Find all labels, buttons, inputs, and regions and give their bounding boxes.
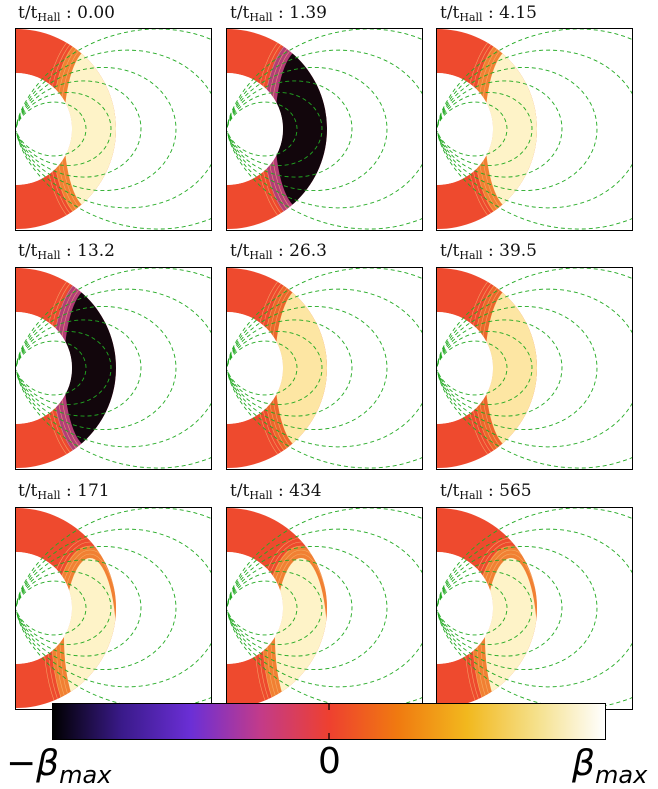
panel-plot <box>227 268 422 469</box>
panel-plot <box>16 508 211 709</box>
field-blob <box>64 288 116 448</box>
field-line <box>16 66 177 192</box>
field-line <box>227 508 422 709</box>
field-blob <box>275 288 327 448</box>
panel-plot <box>437 268 632 469</box>
field-line <box>437 80 563 178</box>
field-line <box>437 49 632 209</box>
field-line <box>16 508 211 709</box>
field-line <box>16 559 142 657</box>
colorbar-max-label: βmax <box>572 743 648 789</box>
field-line <box>437 268 632 469</box>
field-line <box>437 29 632 230</box>
field-line <box>16 101 87 157</box>
field-line <box>227 559 353 657</box>
colorbar-mid-label: 0 <box>318 741 341 782</box>
field-line <box>227 580 298 636</box>
field-line <box>437 288 632 448</box>
field-line <box>16 330 112 406</box>
field-line <box>437 545 598 671</box>
field-line <box>437 91 533 167</box>
panel-3 <box>436 28 633 231</box>
panel-title-2: t/tHall : 1.39 <box>230 3 327 24</box>
field-line <box>227 49 422 209</box>
panel-4 <box>15 267 212 470</box>
colorbar-min-label: −βmax <box>6 743 112 789</box>
field-line <box>437 559 563 657</box>
colorbar-gradient <box>53 704 605 739</box>
field-line <box>437 508 632 709</box>
field-line <box>437 528 632 688</box>
panel-2 <box>226 28 423 231</box>
field-line <box>16 340 87 396</box>
field-line <box>437 580 508 636</box>
field-line <box>16 80 142 178</box>
field-line <box>227 528 422 688</box>
panel-6 <box>436 267 633 470</box>
panel-title-4: t/tHall : 13.2 <box>18 241 115 262</box>
field-blob <box>485 49 537 209</box>
field-line <box>437 66 598 192</box>
panel-plot <box>437 508 632 709</box>
field-blob <box>485 288 537 448</box>
panel-title-3: t/tHall : 4.15 <box>440 3 537 24</box>
panel-plot <box>227 29 422 230</box>
field-line <box>437 319 563 417</box>
field-line <box>227 305 388 431</box>
field-line <box>16 580 87 636</box>
field-line <box>16 528 211 688</box>
panel-7 <box>15 507 212 710</box>
field-line <box>227 268 422 469</box>
panel-5 <box>226 267 423 470</box>
field-blob <box>64 49 116 209</box>
panel-title-9: t/tHall : 565 <box>440 481 532 502</box>
field-line <box>227 330 323 406</box>
field-line <box>16 268 211 469</box>
field-line <box>227 319 353 417</box>
panel-title-5: t/tHall : 26.3 <box>230 241 327 262</box>
field-blob <box>275 49 327 209</box>
field-line <box>227 91 323 167</box>
field-line <box>227 288 422 448</box>
panel-plot <box>16 268 211 469</box>
field-line <box>227 340 298 396</box>
panel-title-6: t/tHall : 39.5 <box>440 241 537 262</box>
field-line <box>437 340 508 396</box>
field-line <box>16 570 112 646</box>
field-line <box>227 570 323 646</box>
field-line <box>437 330 533 406</box>
field-line <box>227 101 298 157</box>
field-line <box>437 570 533 646</box>
field-line <box>227 29 422 230</box>
panel-plot <box>227 508 422 709</box>
field-line <box>16 91 112 167</box>
panel-8 <box>226 507 423 710</box>
panel-title-1: t/tHall : 0.00 <box>18 3 115 24</box>
field-line <box>437 101 508 157</box>
panel-plot <box>437 29 632 230</box>
field-line <box>16 29 211 230</box>
field-line <box>16 49 211 209</box>
panel-title-8: t/tHall : 434 <box>230 481 322 502</box>
panel-plot <box>16 29 211 230</box>
field-line <box>437 305 598 431</box>
field-line <box>227 66 388 192</box>
field-line <box>227 545 388 671</box>
field-line <box>16 319 142 417</box>
panel-title-7: t/tHall : 171 <box>18 481 110 502</box>
field-line <box>16 305 177 431</box>
colorbar <box>52 703 606 740</box>
field-line <box>16 545 177 671</box>
panel-1 <box>15 28 212 231</box>
field-line <box>227 80 353 178</box>
panel-9 <box>436 507 633 710</box>
field-line <box>16 288 211 448</box>
